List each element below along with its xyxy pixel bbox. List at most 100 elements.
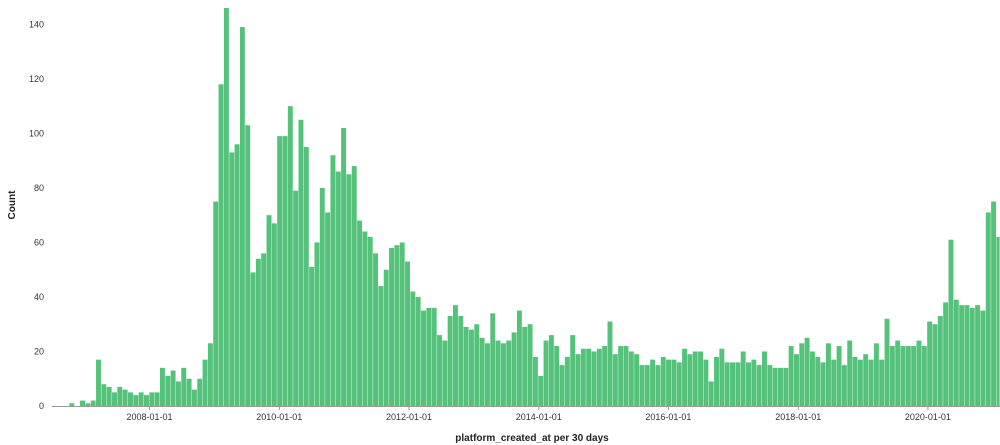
histogram-bar xyxy=(500,343,506,406)
histogram-bar xyxy=(559,365,565,406)
histogram-bar xyxy=(618,346,624,406)
histogram-bar xyxy=(405,261,410,406)
histogram-bar xyxy=(463,326,469,406)
histogram-bar xyxy=(623,346,629,406)
histogram-bar xyxy=(682,348,688,406)
histogram-bar xyxy=(996,236,1000,406)
histogram-bar xyxy=(410,291,416,406)
histogram-bar xyxy=(223,8,229,406)
histogram-bar xyxy=(490,313,496,406)
histogram-bar xyxy=(756,365,762,406)
histogram-bar xyxy=(985,212,991,406)
histogram-bar xyxy=(165,376,171,406)
histogram-bar xyxy=(80,400,85,406)
y-tick-label: 140 xyxy=(29,19,44,29)
histogram-bar xyxy=(708,381,714,406)
histogram-bar xyxy=(474,324,480,406)
histogram-bar xyxy=(591,351,597,406)
histogram-bar xyxy=(117,386,123,406)
histogram-bar xyxy=(453,305,458,406)
histogram-bar xyxy=(740,351,746,406)
histogram-bar xyxy=(863,354,869,406)
histogram-bar xyxy=(357,220,363,406)
histogram-bar xyxy=(346,174,352,406)
x-tick-label: 2018-01-01 xyxy=(775,412,821,422)
histogram-bar xyxy=(660,356,666,406)
histogram-bar xyxy=(367,236,373,406)
histogram-bar xyxy=(895,340,901,406)
histogram-bar xyxy=(96,359,101,406)
y-tick-label: 0 xyxy=(39,401,44,411)
histogram-bar xyxy=(186,378,192,406)
histogram-bar xyxy=(175,381,181,406)
histogram-bar xyxy=(644,365,650,406)
histogram-bar xyxy=(319,187,325,406)
histogram-bar xyxy=(991,201,997,406)
histogram-bar xyxy=(570,335,576,406)
histogram-bar xyxy=(548,335,554,406)
x-tick-label: 2010-01-01 xyxy=(256,412,302,422)
histogram-bar xyxy=(868,359,874,406)
histogram-bar xyxy=(128,392,133,406)
y-axis-title: Count xyxy=(7,190,18,220)
x-axis-ticks: 2008-01-01 2010-01-01 2012-01-01 2014-01-01… xyxy=(126,406,951,422)
histogram-bar xyxy=(793,354,799,406)
histogram-bar xyxy=(873,343,879,406)
histogram-bar xyxy=(261,253,267,406)
histogram-bar xyxy=(362,231,368,406)
y-tick-label: 20 xyxy=(34,347,44,357)
histogram-bar xyxy=(825,343,831,406)
histogram-bar xyxy=(522,326,528,406)
histogram-bar xyxy=(788,346,794,406)
histogram-bar xyxy=(799,343,805,406)
histogram-bar xyxy=(953,299,959,406)
histogram-bar xyxy=(421,310,426,406)
histogram-bar xyxy=(442,340,448,406)
histogram-bar xyxy=(879,359,885,406)
x-tick-label: 2008-01-01 xyxy=(126,412,172,422)
histogram-bar xyxy=(836,346,842,406)
histogram-bar xyxy=(698,351,704,406)
histogram-bar xyxy=(911,346,917,406)
histogram-bar xyxy=(772,367,778,406)
histogram-bar xyxy=(809,351,815,406)
histogram-bar xyxy=(857,359,863,406)
histogram-bar xyxy=(511,332,517,406)
histogram-bar xyxy=(170,370,176,406)
histogram-bar xyxy=(634,354,640,406)
histogram-bar xyxy=(820,362,826,406)
histogram-bar xyxy=(431,307,437,406)
histogram-bar xyxy=(69,403,75,406)
histogram-bar xyxy=(207,343,213,406)
histogram-bar xyxy=(889,346,895,406)
histogram-bar xyxy=(484,343,490,406)
histogram-bar xyxy=(964,305,970,406)
histogram-bar xyxy=(458,316,464,406)
histogram-bar xyxy=(112,392,117,406)
histogram-bar xyxy=(85,403,91,406)
histogram-bar xyxy=(133,395,139,406)
histogram-bar xyxy=(767,365,773,406)
histogram-bar xyxy=(495,340,501,406)
histogram-bar xyxy=(239,27,245,407)
histogram-bar xyxy=(943,302,949,406)
histogram-bar xyxy=(841,365,847,406)
histogram-bar xyxy=(335,171,341,406)
histogram-bar xyxy=(378,286,384,406)
histogram-bar xyxy=(932,324,938,406)
histogram-bar xyxy=(639,365,645,406)
histogram-bar xyxy=(213,201,219,406)
histogram-bar xyxy=(724,362,730,406)
histogram-bar xyxy=(687,354,693,406)
y-axis-ticks: 0 20 40 60 80 100 120 140 xyxy=(29,19,44,411)
histogram-bar xyxy=(628,351,634,406)
x-tick-label: 2016-01-01 xyxy=(645,412,691,422)
histogram-bar xyxy=(149,392,155,406)
histogram-bar xyxy=(692,351,698,406)
histogram-bar xyxy=(921,346,927,406)
histogram-bar xyxy=(538,376,544,406)
histogram-bar xyxy=(612,354,618,406)
histogram-bar xyxy=(980,310,986,406)
y-tick-label: 80 xyxy=(34,183,44,193)
histogram-bar xyxy=(916,340,922,406)
